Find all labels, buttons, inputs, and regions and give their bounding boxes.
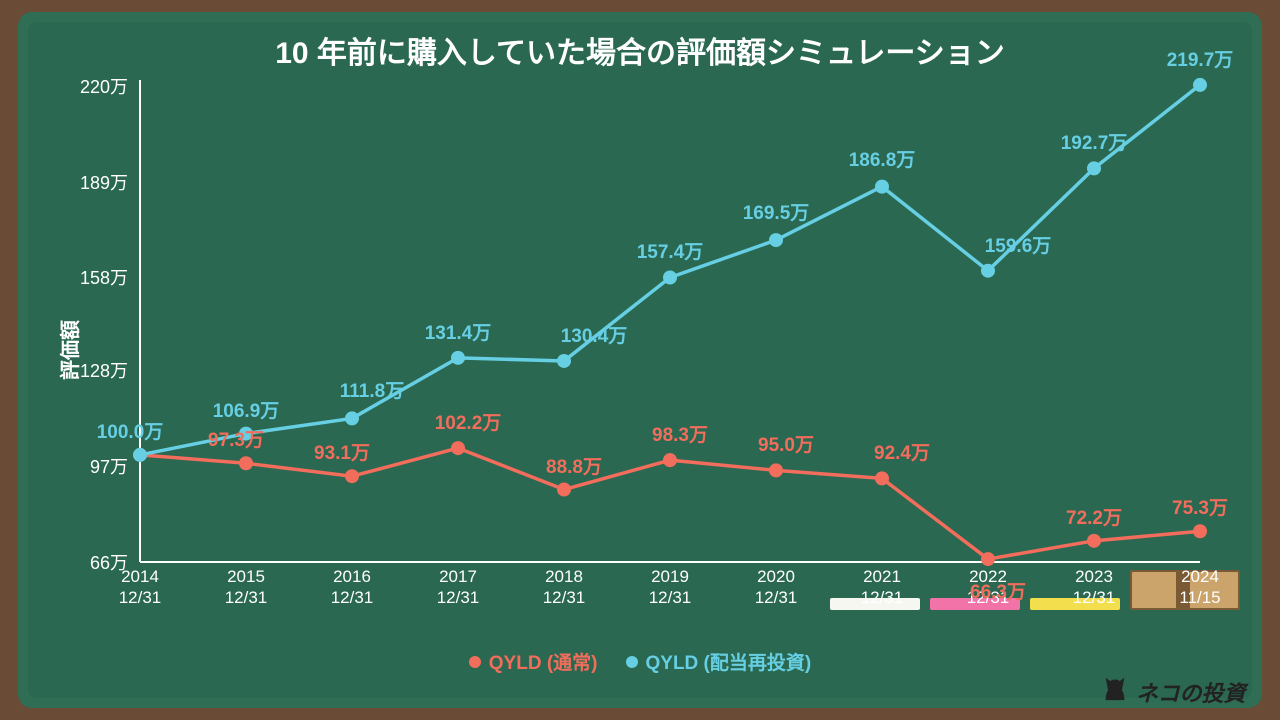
data-label: 192.7万 [1049, 128, 1139, 155]
line-chart [140, 84, 1200, 560]
data-label: 159.6万 [973, 231, 1063, 258]
x-tick: 201512/31 [196, 566, 296, 609]
signature-text: ネコの投資 [1136, 676, 1246, 708]
y-tick: 128万 [0, 357, 128, 383]
data-label: 219.7万 [1155, 45, 1245, 72]
data-label: 157.4万 [625, 237, 715, 264]
x-tick: 201712/31 [408, 566, 508, 609]
x-tick: 201412/31 [90, 566, 190, 609]
data-label: 186.8万 [837, 145, 927, 172]
data-label: 72.2万 [1049, 503, 1139, 530]
legend-marker-icon [626, 656, 638, 668]
legend-label: QYLD (通常) [489, 648, 598, 675]
data-label: 75.3万 [1155, 493, 1245, 520]
legend-label: QYLD (配当再投資) [646, 648, 812, 675]
x-tick: 202112/31 [832, 566, 932, 609]
data-label: 93.1万 [297, 438, 387, 465]
data-label: 100.0万 [85, 417, 175, 444]
chart-title: 10 年前に購入していた場合の評価額シミュレーション [0, 28, 1280, 72]
data-label: 130.4万 [549, 321, 639, 348]
data-label: 131.4万 [413, 318, 503, 345]
x-tick: 201812/31 [514, 566, 614, 609]
data-label: 111.8万 [327, 376, 417, 403]
data-label: 97.3万 [191, 425, 281, 452]
x-tick: 202411/15 [1150, 566, 1250, 609]
y-tick: 189万 [0, 169, 128, 195]
legend-marker-icon [469, 656, 481, 668]
x-tick: 202312/31 [1044, 566, 1144, 609]
y-tick: 220万 [0, 73, 128, 99]
data-label: 88.8万 [529, 452, 619, 479]
data-label: 106.9万 [201, 396, 291, 423]
legend-item: QYLD (通常) [469, 648, 598, 675]
data-label: 95.0万 [741, 430, 831, 457]
x-tick: 201612/31 [302, 566, 402, 609]
data-label: 92.4万 [857, 438, 947, 465]
x-tick: 202012/31 [726, 566, 826, 609]
data-label: 98.3万 [635, 420, 725, 447]
data-label: 66.3万 [953, 577, 1043, 604]
data-label: 102.2万 [423, 408, 513, 435]
signature: ネコの投資 [1100, 672, 1246, 708]
y-tick: 158万 [0, 264, 128, 290]
data-label: 169.5万 [731, 198, 821, 225]
cat-icon [1100, 672, 1130, 708]
y-tick: 97万 [0, 453, 128, 479]
x-tick: 201912/31 [620, 566, 720, 609]
legend-item: QYLD (配当再投資) [626, 648, 812, 675]
legend: QYLD (通常) QYLD (配当再投資) [0, 648, 1280, 675]
